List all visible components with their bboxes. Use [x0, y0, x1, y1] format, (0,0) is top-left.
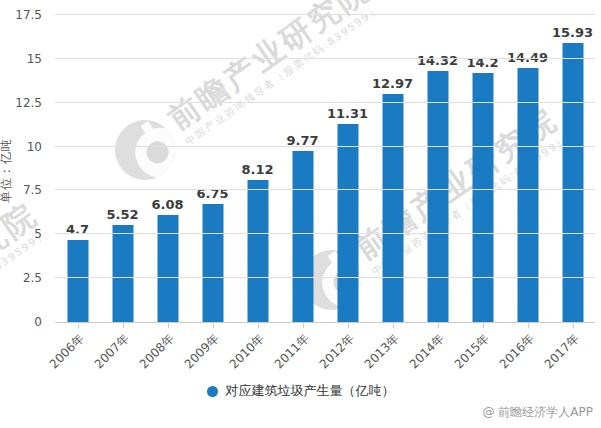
x-axis-tick-label: 2014年 — [407, 332, 446, 371]
bar-value-label: 8.12 — [241, 163, 273, 176]
y-axis-tick-label: 5 — [34, 228, 42, 240]
bar-slot: 5.522007年 — [100, 15, 145, 322]
bar-value-label: 5.52 — [106, 208, 138, 221]
x-axis-tick — [213, 323, 214, 328]
gridline — [55, 233, 595, 234]
x-axis-tick-label: 2011年 — [272, 332, 311, 371]
y-axis-tick-label: 7.5 — [23, 184, 42, 196]
gridline — [55, 189, 595, 190]
x-axis-tick — [393, 323, 394, 328]
bar — [427, 71, 448, 322]
legend-marker-icon — [207, 386, 218, 397]
gridline — [55, 102, 595, 103]
y-axis-tick-labels: 02.557.51012.51517.5 — [0, 15, 46, 322]
x-axis-tick — [438, 323, 439, 328]
bar-value-label: 14.32 — [417, 54, 458, 67]
x-axis-tick-label: 2015年 — [452, 332, 491, 371]
x-axis-tick — [168, 323, 169, 328]
x-axis-tick — [573, 323, 574, 328]
x-axis-tick-label: 2010年 — [227, 332, 266, 371]
x-axis-tick-label: 2007年 — [92, 332, 131, 371]
x-axis-tick — [123, 323, 124, 328]
bar — [247, 180, 268, 322]
y-axis-tick-label: 15 — [27, 53, 42, 65]
bar-slot: 4.72006年 — [55, 15, 100, 322]
x-axis-tick — [78, 323, 79, 328]
x-axis-tick-label: 2016年 — [497, 332, 536, 371]
bar-slot: 15.932017年 — [550, 15, 595, 322]
source-credit: @ 前瞻经济学人APP — [483, 404, 594, 421]
bar — [157, 215, 178, 322]
bar-value-label: 11.31 — [327, 107, 368, 120]
bar — [472, 73, 493, 322]
bar-slot: 14.492016年 — [505, 15, 550, 322]
bar-slot: 8.122010年 — [235, 15, 280, 322]
bar — [562, 43, 583, 322]
y-axis-tick-label: 12.5 — [15, 97, 42, 109]
bar — [292, 151, 313, 322]
bar-slot: 9.772011年 — [280, 15, 325, 322]
y-axis-tick-label: 0 — [34, 316, 42, 328]
bar-slot: 11.312012年 — [325, 15, 370, 322]
x-axis-tick-label: 2012年 — [317, 332, 356, 371]
x-axis-tick-label: 2013年 — [362, 332, 401, 371]
x-axis-tick — [258, 323, 259, 328]
bar — [337, 124, 358, 322]
bar — [517, 68, 538, 322]
x-axis-tick — [348, 323, 349, 328]
x-axis-tick — [483, 323, 484, 328]
bar — [67, 240, 88, 322]
bar-value-label: 12.97 — [372, 77, 413, 90]
x-axis-tick — [303, 323, 304, 328]
y-axis-tick-label: 2.5 — [23, 272, 42, 284]
x-axis-tick — [528, 323, 529, 328]
bar-value-label: 15.93 — [552, 26, 593, 39]
legend: 对应建筑垃圾产生量（亿吨） — [0, 382, 601, 400]
legend-label[interactable]: 对应建筑垃圾产生量（亿吨） — [226, 382, 395, 400]
bar-slot: 14.322014年 — [415, 15, 460, 322]
bar-series: 4.72006年5.522007年6.082008年6.752009年8.122… — [55, 15, 595, 322]
bar-slot: 14.22015年 — [460, 15, 505, 322]
bar — [112, 225, 133, 322]
gridline — [55, 14, 595, 15]
y-axis-tick-label: 10 — [27, 141, 42, 153]
gridline — [55, 58, 595, 59]
bar-value-label: 6.08 — [151, 198, 183, 211]
x-axis-tick-label: 2017年 — [542, 332, 581, 371]
bar-slot: 6.082008年 — [145, 15, 190, 322]
chart-container: 前瞻产业研究院 中国产业咨询领导者（股票代码:839599） 前瞻产业研究院 中… — [0, 0, 601, 428]
x-axis-tick-label: 2008年 — [137, 332, 176, 371]
bar — [202, 204, 223, 322]
bar — [382, 94, 403, 322]
gridline — [55, 146, 595, 147]
y-axis-tick-label: 17.5 — [15, 9, 42, 21]
bar-slot: 12.972013年 — [370, 15, 415, 322]
gridline — [55, 277, 595, 278]
x-axis-tick-label: 2006年 — [47, 332, 86, 371]
bar-slot: 6.752009年 — [190, 15, 235, 322]
x-axis-tick-label: 2009年 — [182, 332, 221, 371]
plot-area: 4.72006年5.522007年6.082008年6.752009年8.122… — [55, 15, 595, 323]
